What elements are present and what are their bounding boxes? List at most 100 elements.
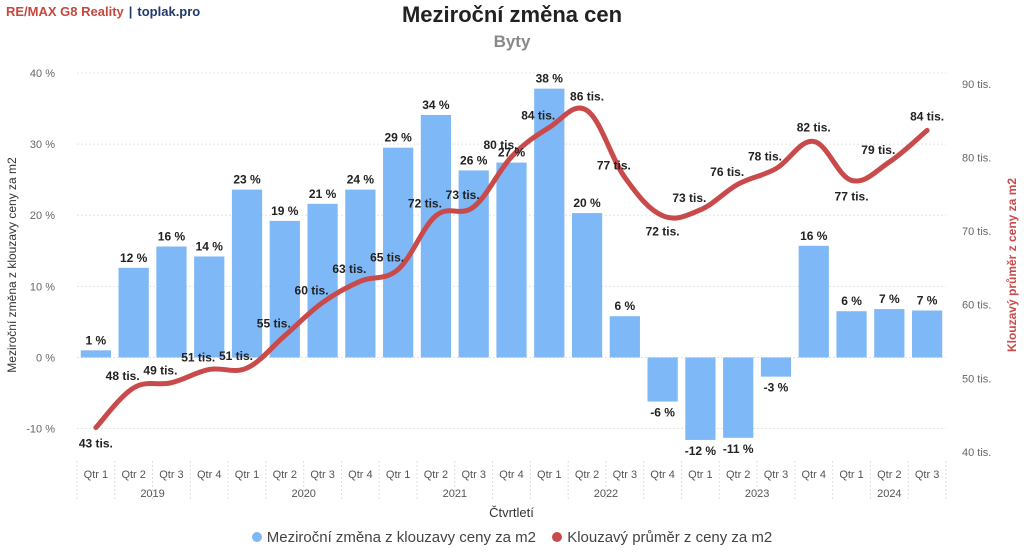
y2-tick-label: 90 tis. (962, 79, 991, 91)
brand-toplak: toplak.pro (137, 4, 201, 19)
bar-data-label: 7 % (879, 292, 900, 306)
legend-item-line[interactable]: Klouzavý průměr z ceny za m2 (552, 529, 772, 546)
x-tick-label: Qtr 3 (159, 469, 183, 481)
bar-data-label: 29 % (384, 131, 412, 145)
x-year-label: 2019 (140, 488, 164, 500)
bar (307, 203, 338, 358)
x-tick-label: Qtr 1 (235, 469, 259, 481)
x-tick-label: Qtr 2 (121, 469, 145, 481)
bar (118, 267, 149, 358)
bar-data-label: 1 % (86, 333, 107, 347)
x-tick-label: Qtr 3 (310, 469, 334, 481)
bar (723, 357, 754, 438)
x-year-label: 2022 (594, 488, 618, 500)
line-data-label: 73 tis. (446, 188, 480, 202)
bar-data-label: 7 % (917, 294, 938, 308)
line-data-label: 77 tis. (835, 189, 869, 203)
x-tick-label: Qtr 4 (650, 469, 674, 481)
price-line (93, 105, 930, 431)
x-tick-label: Qtr 3 (461, 469, 485, 481)
legend-line-label: Klouzavý průměr z ceny za m2 (567, 529, 773, 546)
x-tick-label: Qtr 2 (273, 469, 297, 481)
bar (156, 246, 187, 358)
brand-separator: | (128, 4, 133, 19)
chart-subtitle: Byty (493, 32, 531, 51)
line-data-label: 76 tis. (710, 165, 744, 179)
bar (458, 170, 489, 358)
line-data-label: 55 tis. (257, 317, 291, 331)
x-axis-title: Čtvrtletí (489, 505, 534, 520)
line-data-label: 79 tis. (861, 143, 895, 157)
y2-tick-label: 50 tis. (962, 373, 991, 385)
bar (911, 310, 943, 358)
y-tick-label: -10 % (26, 424, 55, 436)
y-tick-label: 20 % (30, 210, 55, 222)
y-tick-label: 30 % (30, 139, 55, 151)
x-tick-label: Qtr 1 (839, 469, 863, 481)
bar-data-label: 24 % (347, 173, 375, 187)
y2-tick-label: 40 tis. (962, 447, 991, 459)
bar-data-label: 12 % (120, 251, 148, 265)
x-year-label: 2024 (877, 488, 901, 500)
x-tick-label: Qtr 3 (613, 469, 637, 481)
x-tick-label: Qtr 3 (764, 469, 788, 481)
line-data-label: 78 tis. (748, 150, 782, 164)
bar (798, 245, 829, 358)
brand-logo: RE/MAX G8 Reality | toplak.pro (6, 4, 200, 19)
y-tick-label: 10 % (30, 281, 55, 293)
line-data-label: 51 tis. (181, 350, 215, 364)
x-year-label: 2023 (745, 488, 769, 500)
bar-data-label: -12 % (685, 444, 717, 458)
line-data-label: 84 tis. (910, 109, 944, 123)
legend-bar-label: Meziroční změna z klouzavy ceny za m2 (266, 529, 537, 546)
y2-tick-label: 80 tis. (962, 153, 991, 165)
chart-title: Meziroční změna cen (401, 2, 623, 27)
legend-item-bars[interactable]: Meziroční změna z klouzavy ceny za m2 (251, 529, 537, 546)
legend-bar-marker (251, 532, 262, 542)
chart-legend: Meziroční změna z klouzavy ceny za m2 Kl… (0, 529, 1024, 546)
chart-canvas: -10 % 0 % 10 % 20 % 30 % 40 % 40 tis. 50 tis. 60… (5, 68, 1019, 520)
x-tick-label: Qtr 2 (575, 469, 599, 481)
bar-data-label: 16 % (800, 229, 828, 243)
bar (80, 350, 112, 358)
y-tick-label: 0 % (36, 352, 55, 364)
line-data-label: 51 tis. (219, 349, 253, 363)
line-data-label: 84 tis. (521, 108, 555, 122)
x-year-label: 2020 (291, 488, 315, 500)
bar (194, 256, 225, 358)
brand-remax: RE/MAX G8 Reality (6, 4, 124, 19)
x-year-label: 2021 (443, 488, 467, 500)
x-tick-label: Qtr 2 (726, 469, 750, 481)
bar-data-label: 27 % (498, 146, 526, 160)
bar (760, 357, 792, 377)
y2-tick-label: 60 tis. (962, 300, 991, 312)
line-data-label: 82 tis. (797, 120, 831, 134)
y2-tick-label: 70 tis. (962, 226, 991, 238)
line-data-label: 72 tis. (408, 197, 442, 211)
line-data-label: 77 tis. (597, 158, 631, 172)
bar-data-label: 6 % (841, 294, 862, 308)
x-tick-label: Qtr 4 (802, 469, 826, 481)
line-data-label: 63 tis. (332, 262, 366, 276)
bar (231, 189, 263, 358)
bar-data-label: -6 % (650, 406, 675, 420)
bar (647, 357, 678, 402)
bar (496, 162, 527, 358)
bar-data-label: 19 % (271, 204, 299, 218)
line-data-label: 49 tis. (143, 364, 177, 378)
bar (571, 213, 603, 358)
x-tick-label: Qtr 1 (386, 469, 410, 481)
bar (874, 309, 905, 358)
bar (836, 311, 867, 358)
x-tick-label: Qtr 4 (348, 469, 372, 481)
line-data-label: 43 tis. (79, 437, 113, 451)
line-data-label: 48 tis. (106, 369, 140, 383)
x-tick-label: Qtr 1 (537, 469, 561, 481)
bar-data-label: 26 % (460, 153, 488, 167)
line-data-label: 60 tis. (295, 284, 329, 298)
legend-line-marker (552, 532, 563, 542)
line-data-label: 65 tis. (370, 250, 404, 264)
bar (609, 316, 640, 358)
bar-data-label: 14 % (196, 239, 224, 253)
x-tick-label: Qtr 2 (877, 469, 901, 481)
